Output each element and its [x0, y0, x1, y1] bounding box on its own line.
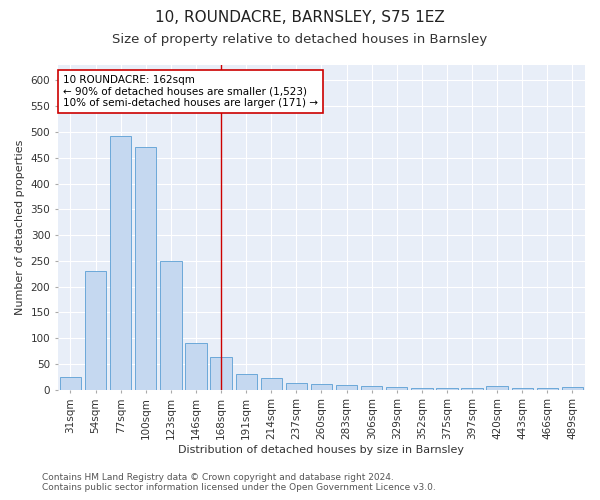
Bar	[286, 384, 307, 390]
Y-axis label: Number of detached properties: Number of detached properties	[15, 140, 25, 315]
Bar	[160, 262, 182, 390]
Bar	[512, 388, 533, 390]
Bar	[386, 387, 407, 390]
Bar	[562, 386, 583, 390]
Bar	[361, 386, 382, 390]
Bar	[487, 386, 508, 390]
Text: 10, ROUNDACRE, BARNSLEY, S75 1EZ: 10, ROUNDACRE, BARNSLEY, S75 1EZ	[155, 10, 445, 25]
Bar	[411, 388, 433, 390]
Bar	[260, 378, 282, 390]
Bar	[336, 384, 357, 390]
Bar	[135, 147, 157, 390]
Bar	[461, 388, 483, 390]
Bar	[185, 344, 206, 390]
Text: 10 ROUNDACRE: 162sqm
← 90% of detached houses are smaller (1,523)
10% of semi-de: 10 ROUNDACRE: 162sqm ← 90% of detached h…	[63, 74, 318, 108]
Text: Contains HM Land Registry data © Crown copyright and database right 2024.
Contai: Contains HM Land Registry data © Crown c…	[42, 473, 436, 492]
X-axis label: Distribution of detached houses by size in Barnsley: Distribution of detached houses by size …	[178, 445, 464, 455]
Bar	[311, 384, 332, 390]
Bar	[110, 136, 131, 390]
Bar	[60, 377, 81, 390]
Bar	[85, 270, 106, 390]
Bar	[211, 357, 232, 390]
Bar	[536, 388, 558, 390]
Bar	[436, 388, 458, 390]
Bar	[236, 374, 257, 390]
Text: Size of property relative to detached houses in Barnsley: Size of property relative to detached ho…	[112, 32, 488, 46]
